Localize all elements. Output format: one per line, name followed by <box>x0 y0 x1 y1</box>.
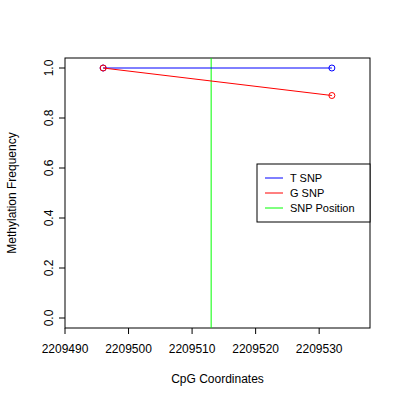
snp-line <box>211 58 212 328</box>
chart: 2209490 2209500 2209510 2209520 2209530 0.0 0.… <box>0 0 400 400</box>
x-tick-label: 2209520 <box>232 342 279 356</box>
y-tick <box>59 68 65 69</box>
point <box>100 65 106 71</box>
point <box>329 93 335 99</box>
x-tick <box>65 328 66 334</box>
y-tick <box>59 268 65 269</box>
legend-label: SNP Position <box>290 202 355 214</box>
legend-swatch <box>265 193 283 194</box>
plot-frame <box>65 58 370 328</box>
x-tick <box>192 328 193 334</box>
x-tick-label: 2209530 <box>296 342 343 356</box>
legend-box <box>257 164 370 222</box>
series-line <box>103 68 332 96</box>
y-tick <box>59 218 65 219</box>
x-tick-label: 2209510 <box>169 342 216 356</box>
y-tick-label: 1.0 <box>42 59 56 76</box>
x-tick-label: 2209500 <box>105 342 152 356</box>
legend-label: T SNP <box>290 172 322 184</box>
legend-label: G SNP <box>290 187 324 199</box>
y-tick <box>59 318 65 319</box>
y-tick-label: 0.6 <box>42 159 56 176</box>
y-tick <box>59 118 65 119</box>
x-axis-title: CpG Coordinates <box>171 372 264 386</box>
x-tick-label: 2209490 <box>42 342 89 356</box>
background <box>0 0 400 400</box>
legend-swatch <box>265 208 283 209</box>
y-axis-title: Methylation Frequency <box>5 132 19 253</box>
legend: T SNP G SNP SNP Position <box>257 164 370 222</box>
legend-swatch <box>265 178 283 179</box>
y-tick-label: 0.0 <box>42 309 56 326</box>
series-line <box>103 68 332 69</box>
y-tick-label: 0.8 <box>42 109 56 126</box>
plot-data <box>100 58 335 328</box>
x-tick <box>128 328 129 334</box>
point <box>329 65 335 71</box>
y-tick <box>59 168 65 169</box>
x-tick <box>255 328 256 334</box>
y-tick-label: 0.2 <box>42 259 56 276</box>
x-tick <box>319 328 320 334</box>
y-tick-label: 0.4 <box>42 209 56 226</box>
